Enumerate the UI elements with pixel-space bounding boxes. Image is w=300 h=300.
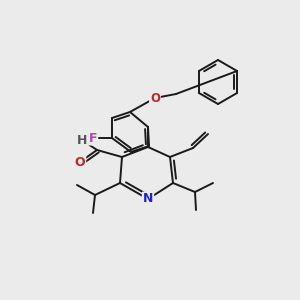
Text: F: F xyxy=(89,131,97,145)
Text: O: O xyxy=(150,92,160,104)
Text: H: H xyxy=(77,134,87,146)
Text: N: N xyxy=(143,193,153,206)
Text: O: O xyxy=(75,155,85,169)
